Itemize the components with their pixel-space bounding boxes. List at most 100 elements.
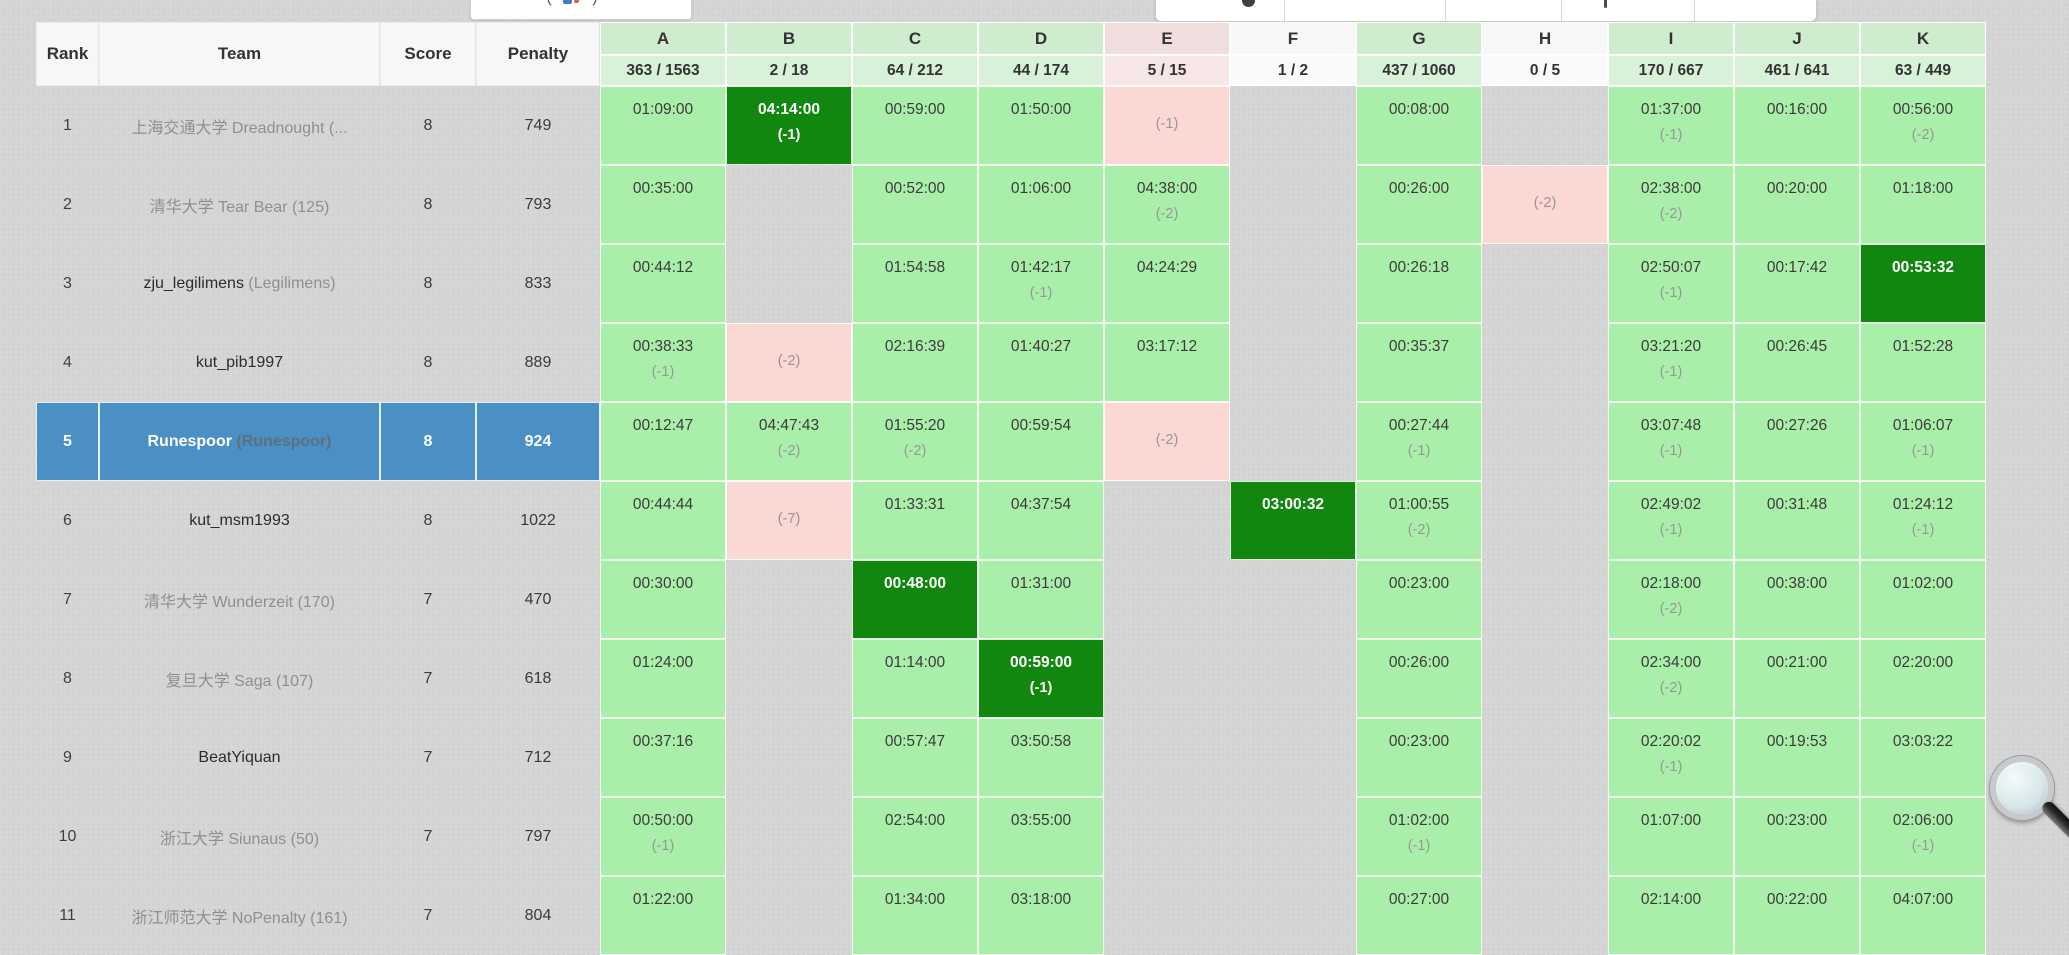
team-cell[interactable]: kut_pib1997 xyxy=(99,323,380,402)
failed-attempts: (-1) xyxy=(777,127,801,143)
submission-result: 00:44:12 xyxy=(600,244,726,280)
solve-time: 01:37:00 xyxy=(1640,101,1702,118)
problem-cell-B: 04:14:00 (-1) xyxy=(726,86,852,165)
problem-cell-E xyxy=(1104,718,1230,797)
submission-result: 00:31:48 xyxy=(1734,481,1860,517)
top-control-left[interactable]: ( ) xyxy=(470,0,692,20)
submission-result: 01:06:07 (-1) xyxy=(1860,402,1986,464)
submission-result: 00:26:00 xyxy=(1356,165,1482,201)
problem-cell-I: 02:20:02 (-1) xyxy=(1608,718,1734,797)
problem-cell-F xyxy=(1230,165,1356,244)
solve-time: 01:54:58 xyxy=(884,259,946,276)
problem-cell-B xyxy=(726,876,852,955)
solve-time: 02:34:00 xyxy=(1640,654,1702,671)
submission-result: 00:26:45 xyxy=(1734,323,1860,359)
submission-result: 01:52:28 xyxy=(1860,323,1986,359)
team-name: 复旦大学 Saga (107) xyxy=(165,672,314,690)
problem-cell-K: 01:06:07 (-1) xyxy=(1860,402,1986,481)
problem-cell-I: 03:21:20 (-1) xyxy=(1608,323,1734,402)
problem-cell-J: 00:38:00 xyxy=(1734,560,1860,639)
team-cell[interactable]: 上海交通大学 Dreadnought (... xyxy=(99,86,380,165)
problem-cell-H xyxy=(1482,797,1608,876)
submission-result: 00:59:00 (-1) xyxy=(978,639,1104,701)
solve-time: 00:37:16 xyxy=(632,733,694,750)
problem-cell-K: 01:02:00 xyxy=(1860,560,1986,639)
solve-time: 03:55:00 xyxy=(1010,812,1072,829)
submission-result: 01:00:55 (-2) xyxy=(1356,481,1482,543)
problem-cell-K: 01:24:12 (-1) xyxy=(1860,481,1986,560)
submission-result: 00:38:00 xyxy=(1734,560,1860,596)
team-name: kut_pib1997 xyxy=(195,353,284,371)
flag-icon-accent xyxy=(574,0,579,3)
problem-cell-H: (-2) xyxy=(1482,165,1608,244)
solve-time: 02:06:00 xyxy=(1892,812,1954,829)
problem-cell-E: (-1) xyxy=(1104,86,1230,165)
submission-result: 04:14:00 (-1) xyxy=(726,86,852,148)
magnifier-handle xyxy=(2039,799,2069,841)
submission-result: 00:53:32 xyxy=(1860,244,1986,280)
team-name: 浙江大学 Siunaus (50) xyxy=(159,830,320,848)
submission-result: 03:17:12 xyxy=(1104,323,1230,359)
problem-cell-A: 00:38:33 (-1) xyxy=(600,323,726,402)
submission-result: 01:34:00 xyxy=(852,876,978,912)
submission-result: 03:03:22 xyxy=(1860,718,1986,754)
team-alias: (Legilimens) xyxy=(243,274,336,292)
submission-result: 00:23:00 xyxy=(1356,718,1482,754)
failed-attempts: (-2) xyxy=(1659,601,1683,617)
submission-result: 01:24:12 (-1) xyxy=(1860,481,1986,543)
problem-cell-D: 01:31:00 xyxy=(978,560,1104,639)
solve-time: 02:14:00 xyxy=(1640,891,1702,908)
team-alias: (Runespoor) xyxy=(231,432,332,450)
problem-cell-F xyxy=(1230,560,1356,639)
problem-cell-K: 04:07:00 xyxy=(1860,876,1986,955)
team-cell[interactable]: 浙江师范大学 NoPenalty (161) xyxy=(99,876,380,955)
failed-attempts: (-1) xyxy=(651,364,675,380)
solve-time: 02:49:02 xyxy=(1640,496,1702,513)
problem-header-C: C xyxy=(852,22,978,55)
team-cell[interactable]: 浙江大学 Siunaus (50) xyxy=(99,797,380,876)
problem-cell-F xyxy=(1230,797,1356,876)
submission-result: 03:00:32 xyxy=(1230,481,1356,517)
flag-icon xyxy=(563,0,572,4)
top-toolbar[interactable] xyxy=(1155,0,1817,22)
team-cell[interactable]: 清华大学 Tear Bear (125) xyxy=(99,165,380,244)
problem-cell-G: 00:23:00 xyxy=(1356,560,1482,639)
problem-cell-J: 00:16:00 xyxy=(1734,86,1860,165)
problem-header-B: B xyxy=(726,22,852,55)
column-header-rank: Rank xyxy=(36,22,99,86)
submission-result: (-2) xyxy=(1482,165,1608,216)
solve-time: 00:50:00 xyxy=(632,812,694,829)
team-cell[interactable]: Runespoor (Runespoor) xyxy=(99,402,380,481)
problem-cell-A: 01:09:00 xyxy=(600,86,726,165)
solve-time: 00:27:00 xyxy=(1388,891,1450,908)
table-row: 2 清华大学 Tear Bear (125) 8 793 00:35:00 00:52:0… xyxy=(36,165,1986,244)
problem-cell-G: 00:26:00 xyxy=(1356,639,1482,718)
problem-cell-I: 01:07:00 xyxy=(1608,797,1734,876)
problem-cell-H xyxy=(1482,402,1608,481)
magnifier-icon[interactable] xyxy=(1988,750,2069,850)
solve-time: 00:35:00 xyxy=(632,180,694,197)
solve-time: 03:03:22 xyxy=(1892,733,1954,750)
solve-time: 00:59:00 xyxy=(1009,654,1073,671)
submission-result: 00:35:00 xyxy=(600,165,726,201)
team-cell[interactable]: 清华大学 Wunderzeit (170) xyxy=(99,560,380,639)
problem-stats-E: 5 / 15 xyxy=(1104,55,1230,86)
problem-cell-K: 01:18:00 xyxy=(1860,165,1986,244)
team-cell[interactable]: kut_msm1993 xyxy=(99,481,380,560)
submission-result: 00:21:00 xyxy=(1734,639,1860,675)
problem-cell-B: (-7) xyxy=(726,481,852,560)
solve-time: 01:18:00 xyxy=(1892,180,1954,197)
column-header-penalty: Penalty xyxy=(476,22,600,86)
problem-cell-I: 01:37:00 (-1) xyxy=(1608,86,1734,165)
problem-cell-E xyxy=(1104,639,1230,718)
problem-cell-E: 04:38:00 (-2) xyxy=(1104,165,1230,244)
team-cell[interactable]: BeatYiquan xyxy=(99,718,380,797)
toolbar-divider xyxy=(1561,0,1562,21)
solve-time: 02:20:00 xyxy=(1892,654,1954,671)
team-cell[interactable]: zju_legilimens (Legilimens) xyxy=(99,244,380,323)
problem-cell-J: 00:22:00 xyxy=(1734,876,1860,955)
problem-cell-F: 03:00:32 xyxy=(1230,481,1356,560)
problem-cell-F xyxy=(1230,323,1356,402)
score-cell: 8 xyxy=(423,353,433,371)
team-cell[interactable]: 复旦大学 Saga (107) xyxy=(99,639,380,718)
